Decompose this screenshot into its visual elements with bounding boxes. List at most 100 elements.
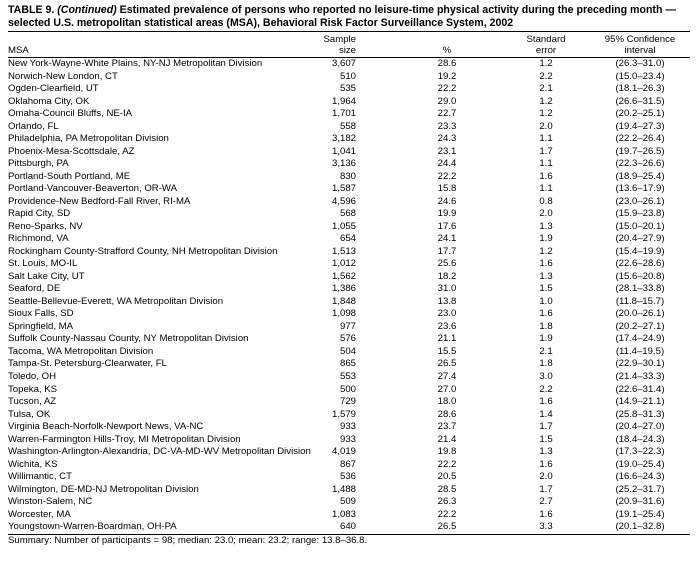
- percent: 25.6: [437, 258, 457, 270]
- msa-name: Sioux Falls, SD: [8, 308, 74, 320]
- sample-size: 933: [339, 433, 356, 445]
- column-header: Standard: [526, 34, 566, 45]
- percent: 24.3: [437, 133, 457, 145]
- confidence-interval: (15.6–20.8): [615, 270, 665, 282]
- percent: 23.7: [437, 421, 457, 433]
- msa-name: New York-Wayne-White Plains, NY-NJ Metro…: [8, 58, 263, 69]
- msa-name: Phoenix-Mesa-Scottsdale, AZ: [8, 145, 135, 157]
- sample-size: 1,083: [331, 508, 356, 520]
- standard-error: 2.7: [539, 496, 553, 508]
- msa-name: Portland-South Portland, ME: [8, 170, 131, 182]
- confidence-interval: (15.0–20.1): [615, 220, 665, 232]
- table-title: TABLE 9. (Continued) Estimated prevalenc…: [8, 4, 692, 30]
- sample-size: 1,055: [331, 220, 356, 232]
- standard-error: 1.5: [539, 283, 553, 295]
- confidence-interval: (15.4–19.9): [615, 245, 665, 257]
- standard-error: 2.2: [539, 70, 553, 82]
- msa-name: Youngstown-Warren-Boardman, OH-PA: [8, 521, 177, 533]
- sample-size: 3,182: [331, 133, 356, 145]
- percent: 17.6: [437, 220, 457, 232]
- percent: 22.2: [437, 458, 457, 470]
- confidence-interval: (18.9–25.4): [615, 170, 665, 182]
- sample-size: 576: [339, 333, 356, 345]
- standard-error: 1.1: [539, 133, 553, 145]
- sample-size: 4,596: [331, 195, 356, 207]
- standard-error: 1.6: [539, 508, 553, 520]
- confidence-interval: (16.6–24.3): [615, 471, 665, 483]
- msa-name: Seaford, DE: [8, 283, 61, 295]
- msa-name: Toledo, OH: [8, 371, 56, 382]
- standard-error: 1.2: [539, 58, 553, 69]
- msa-name: Providence-New Bedford-Fall River, RI-MA: [8, 195, 191, 207]
- confidence-interval: (13.6–17.9): [615, 183, 665, 195]
- percent: 19.2: [437, 70, 457, 82]
- sample-size: 558: [339, 120, 356, 132]
- msa-name: Wilmington, DE-MD-NJ Metropolitan Divisi…: [8, 483, 199, 495]
- title-text: Estimated prevalence of persons who repo…: [8, 4, 676, 29]
- table-number: TABLE 9.: [8, 4, 55, 16]
- confidence-interval: (17.4–24.9): [615, 333, 665, 345]
- sample-size: 568: [339, 208, 356, 220]
- column-header: %: [442, 45, 452, 56]
- msa-name: Omaha-Council Bluffs, NE-IA: [8, 108, 133, 120]
- percent: 17.7: [437, 245, 457, 257]
- sample-size: 1,701: [331, 108, 356, 120]
- msa-name: Orlando, FL: [8, 120, 59, 132]
- standard-error: 2.0: [539, 471, 553, 483]
- rule: [8, 57, 690, 58]
- confidence-interval: (25.8–31.3): [615, 408, 665, 420]
- column-header: 95% Confidence: [604, 34, 676, 45]
- standard-error: 2.2: [539, 383, 553, 395]
- standard-error: 1.4: [539, 408, 553, 420]
- standard-error: 1.6: [539, 308, 553, 320]
- sample-size: 729: [339, 396, 356, 408]
- sample-size: 1,848: [331, 295, 356, 307]
- msa-name: Virginia Beach-Norfolk-Newport News, VA-…: [8, 421, 204, 433]
- standard-error: 1.3: [539, 270, 553, 282]
- sample-size: 3,607: [331, 58, 356, 69]
- confidence-interval: (19.1–25.4): [615, 508, 665, 520]
- standard-error: 1.1: [539, 183, 553, 195]
- sample-size: 536: [339, 471, 356, 483]
- standard-error: 1.6: [539, 458, 553, 470]
- msa-name: Springfield, MA: [8, 320, 74, 332]
- percent: 22.2: [437, 508, 457, 520]
- standard-error: 0.8: [539, 195, 553, 207]
- percent: 27.0: [437, 383, 457, 395]
- percent: 29.0: [437, 95, 457, 107]
- sample-size: 654: [339, 233, 356, 245]
- confidence-interval: (22.6–28.6): [615, 258, 665, 270]
- percent: 28.5: [437, 483, 457, 495]
- percent: 24.1: [437, 233, 457, 245]
- msa-name: Oklahoma City, OK: [8, 95, 90, 107]
- percent: 23.3: [437, 120, 457, 132]
- confidence-interval: (11.8–15.7): [615, 295, 665, 307]
- standard-error: 1.3: [539, 220, 553, 232]
- column-header: error: [535, 45, 557, 56]
- standard-error: 1.1: [539, 158, 553, 170]
- msa-name: St. Louis, MO-IL: [8, 258, 78, 270]
- msa-name: Winston-Salem, NC: [8, 496, 93, 508]
- percent: 15.5: [437, 345, 457, 357]
- standard-error: 1.6: [539, 258, 553, 270]
- msa-name: Washington-Arlington-Alexandria, DC-VA-M…: [8, 446, 311, 458]
- msa-name: Tulsa, OK: [8, 408, 51, 420]
- standard-error: 2.1: [539, 345, 553, 357]
- percent: 23.1: [437, 145, 457, 157]
- column-header: size: [338, 45, 356, 56]
- standard-error: 1.9: [539, 233, 553, 245]
- confidence-interval: (20.9–31.6): [615, 496, 665, 508]
- rule: [8, 534, 690, 535]
- sample-size: 1,964: [331, 95, 356, 107]
- confidence-interval: (19.0–25.4): [615, 458, 665, 470]
- sample-size: 1,587: [331, 183, 356, 195]
- msa-name: Wichita, KS: [8, 458, 58, 470]
- confidence-interval: (20.4–27.9): [615, 233, 665, 245]
- sample-size: 1,098: [331, 308, 356, 320]
- msa-name: Rapid City, SD: [8, 208, 71, 220]
- percent: 26.5: [437, 358, 457, 370]
- confidence-interval: (15.0–23.4): [615, 70, 665, 82]
- msa-name: Portland-Vancouver-Beaverton, OR-WA: [8, 183, 178, 195]
- confidence-interval: (26.6–31.5): [615, 95, 665, 107]
